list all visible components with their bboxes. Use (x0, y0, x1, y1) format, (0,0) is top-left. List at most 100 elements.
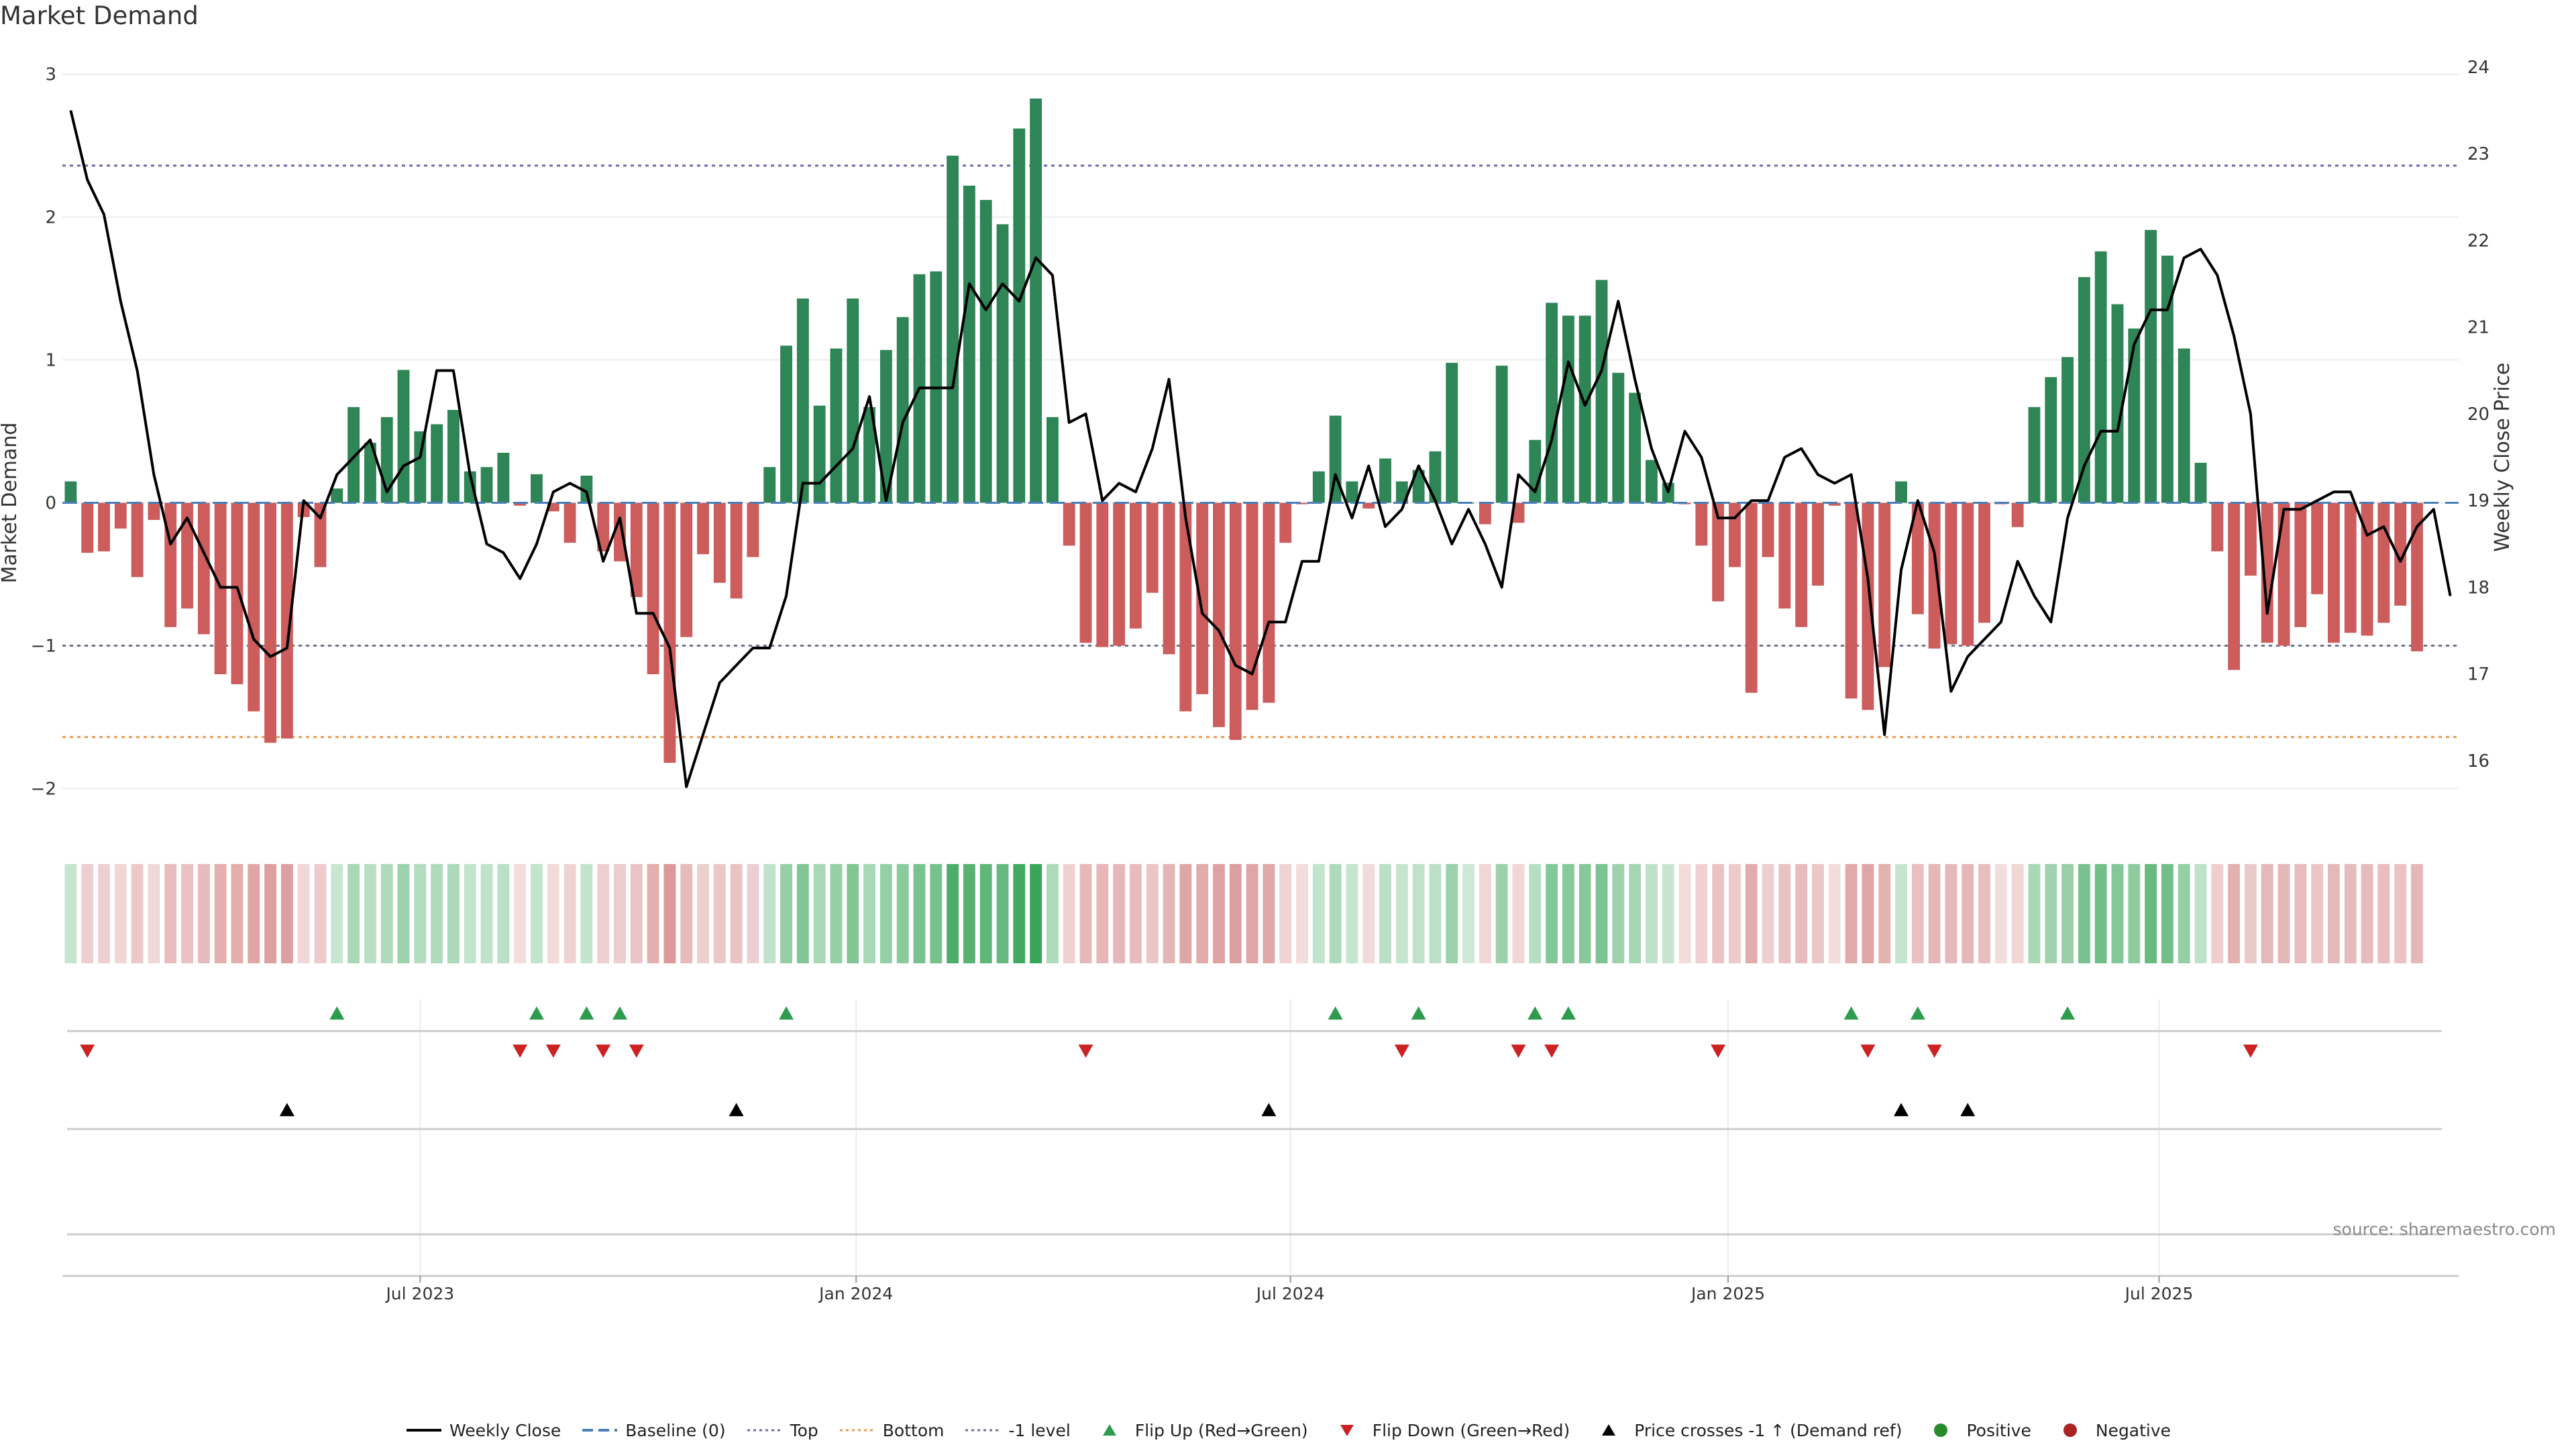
demand-bar (697, 502, 709, 555)
heat-cell (1263, 864, 1275, 963)
legend-label: Positive (1966, 1420, 2031, 1440)
heat-cell (1928, 864, 1941, 963)
demand-bar (1412, 470, 1425, 503)
heat-cell (830, 864, 843, 963)
heat-cell (447, 864, 460, 963)
demand-bar (347, 407, 360, 503)
heat-cell (464, 864, 476, 963)
demand-bar (1646, 460, 1658, 503)
flip-up-marker (779, 1006, 794, 1020)
heat-cell (1246, 864, 1258, 963)
legend-item: Bottom (839, 1421, 944, 1440)
demand-bar (580, 476, 593, 503)
demand-bar (464, 471, 476, 503)
flip-down-marker (629, 1044, 644, 1058)
x-tick-label: Jan 2025 (1690, 1284, 1765, 1303)
demand-bar (531, 474, 543, 503)
heat-cell (64, 864, 77, 963)
heat-cell (1595, 864, 1608, 963)
heat-cell (297, 864, 310, 963)
demand-bar (280, 502, 293, 739)
demand-bar (1812, 502, 1824, 586)
demand-bar (2161, 256, 2174, 503)
heat-cell (1196, 864, 1209, 963)
flip-down-marker (513, 1044, 528, 1058)
heat-cell (713, 864, 726, 963)
y-tick-label: 2 (45, 208, 56, 228)
flip-down-marker (545, 1044, 561, 1058)
heat-cell (1130, 864, 1142, 963)
y2-tick-label: 19 (2467, 491, 2489, 511)
demand-bar (431, 424, 443, 503)
heat-cell (796, 864, 809, 963)
heat-cell (148, 864, 160, 963)
heat-cell (2328, 864, 2340, 963)
y2-tick-label: 16 (2467, 751, 2489, 771)
demand-bar (2277, 502, 2290, 646)
demand-bar (148, 502, 160, 521)
demand-bar (1229, 502, 1242, 741)
heat-cell (414, 864, 427, 963)
heat-cell (1329, 864, 1342, 963)
legend-item: Negative (2051, 1421, 2171, 1440)
legend-label: Negative (2095, 1420, 2171, 1440)
demand-bar (780, 345, 792, 503)
demand-bar (747, 502, 759, 557)
legend-label: Weekly Close (449, 1420, 561, 1440)
demand-bar (64, 481, 77, 503)
demand-bar (963, 185, 975, 503)
heat-cell (431, 864, 443, 963)
demand-bar (81, 502, 94, 553)
heat-cell (98, 864, 110, 963)
demand-bar (564, 502, 576, 543)
legend-label: Flip Up (Red→Green) (1134, 1420, 1308, 1440)
legend-symbol-tri-down (1340, 1425, 1354, 1436)
heat-cell (1729, 864, 1741, 963)
heat-cell (2078, 864, 2090, 963)
y2-tick-label: 23 (2467, 144, 2489, 164)
demand-bar (830, 348, 843, 503)
y2-axis-label: Weekly Close Price (2491, 362, 2514, 551)
heat-cell (1646, 864, 1658, 963)
heat-cell (1845, 864, 1858, 963)
weekly-close-line (69, 110, 2452, 788)
demand-bar (1928, 502, 1941, 649)
demand-bar (1945, 502, 1957, 645)
heat-cell (1678, 864, 1691, 963)
heat-cell (564, 864, 576, 963)
demand-bar (663, 502, 676, 763)
demand-bar (2111, 304, 2124, 503)
legend-label: Price crosses -1 ↑ (Demand ref) (1634, 1420, 1902, 1440)
demand-bar (796, 298, 809, 503)
demand-bar (2361, 502, 2373, 636)
legend-item: Weekly Close (405, 1421, 561, 1440)
heat-cell (1812, 864, 1824, 963)
demand-bar (614, 502, 626, 561)
heat-cell (2344, 864, 2357, 963)
chart-legend: Weekly Close Baseline (0) Top Bottom -1 leve… (0, 1417, 2576, 1444)
flip-down-marker (1860, 1044, 1876, 1058)
chart-title: Market Demand (0, 1, 199, 30)
heat-cell (1429, 864, 1442, 963)
demand-bar (480, 467, 493, 503)
demand-bar (947, 156, 959, 503)
demand-bar (1213, 502, 1225, 727)
heat-cell (2245, 864, 2257, 963)
heat-cell (1229, 864, 1242, 963)
heat-cell (1096, 864, 1109, 963)
demand-bar (2228, 502, 2241, 670)
heat-cell (1446, 864, 1458, 963)
heat-cell (1412, 864, 1425, 963)
price-cross-marker (1261, 1103, 1277, 1116)
demand-bar (2078, 277, 2090, 503)
heat-cell (896, 864, 909, 963)
heat-cell (1379, 864, 1391, 963)
demand-bar (1911, 502, 1924, 614)
demand-bar (1828, 502, 1841, 506)
x-tick-label: Jul 2024 (1255, 1284, 1325, 1303)
heat-cell (2111, 864, 2124, 963)
demand-bar (264, 502, 276, 743)
heat-cell (2094, 864, 2107, 963)
demand-bar (1263, 502, 1275, 703)
demand-bar (1512, 502, 1525, 523)
